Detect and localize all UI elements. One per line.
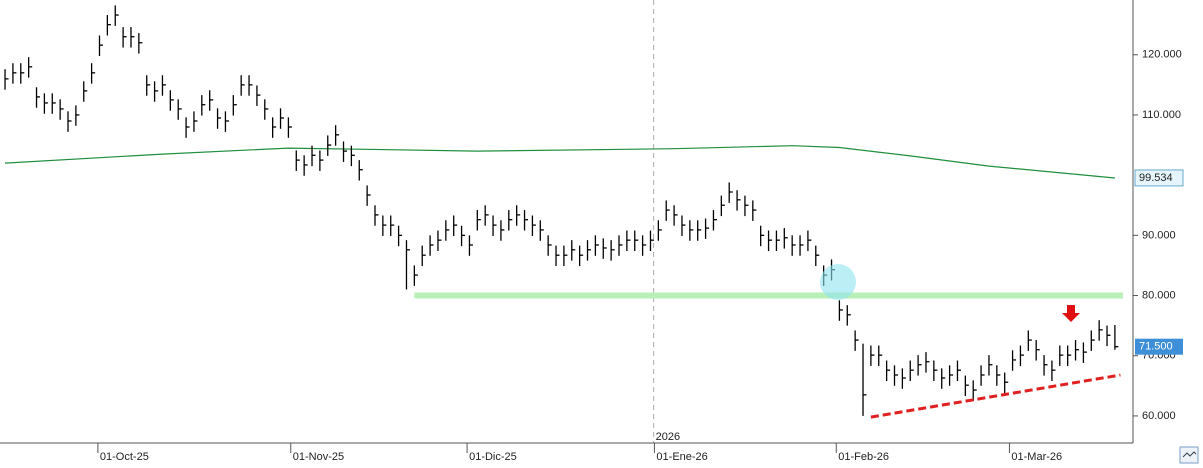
price-label: 71.500 [1139, 341, 1173, 353]
y-tick-label: 90.000 [1142, 229, 1176, 241]
trend-line [870, 373, 1121, 419]
x-tick-label: 01-Oct-25 [100, 451, 149, 463]
y-tick-label: 60.000 [1142, 410, 1176, 422]
plot-area [4, 0, 1123, 443]
y-tick-label: 120.000 [1142, 49, 1182, 61]
ma-value-box [1134, 169, 1184, 187]
moving-average [4, 145, 1115, 179]
y-tick-label: 110.000 [1142, 109, 1181, 121]
year-label: 2026 [656, 431, 680, 443]
ma-value-label: 99.534 [1139, 172, 1173, 184]
price-box [1135, 338, 1183, 355]
y-tick-label: 80.000 [1142, 289, 1176, 301]
x-tick-label: 01-Feb-26 [838, 451, 889, 463]
down-arrow [1062, 305, 1080, 322]
x-tick-label: 01-Nov-25 [293, 451, 344, 463]
x-tick-label: 01-Mar-26 [1011, 451, 1062, 463]
x-tick-label: 01-Ene-26 [656, 451, 707, 463]
highlight-circle [820, 264, 856, 300]
corner-icon [1182, 451, 1197, 458]
x-tick-label: 01-Dic-25 [469, 451, 517, 463]
